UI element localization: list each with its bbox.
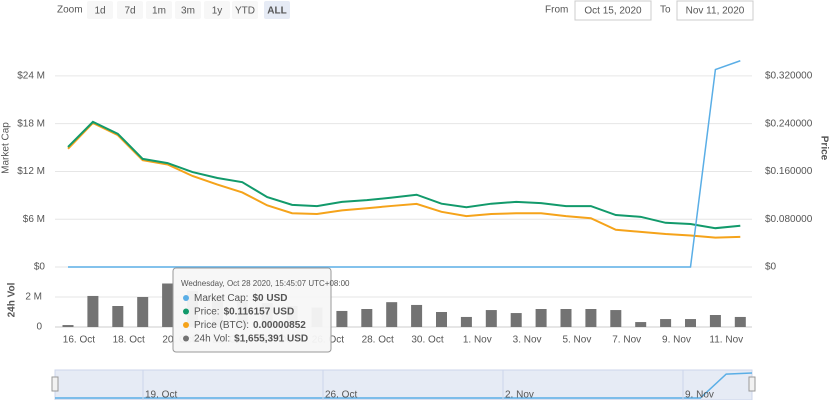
navigator-label: 19. Oct: [145, 390, 177, 400]
tooltip-row: Market Cap: $0 USD: [194, 293, 287, 304]
tooltip-row-label: Price (BTC):: [194, 320, 249, 331]
x-tick-label: 30. Oct: [411, 335, 443, 346]
tooltip-row-value: $0.116157 USD: [224, 306, 295, 317]
x-tick-label: 7. Nov: [612, 335, 641, 346]
tooltip-bullet: [183, 335, 189, 342]
zoom-label: Zoom: [57, 5, 83, 16]
y2-tick-label: $0.080000: [765, 214, 813, 225]
volume-axis-title: 24h Vol: [7, 282, 18, 317]
volume-bar: [62, 325, 74, 327]
zoom-button-label[interactable]: 1m: [152, 6, 166, 17]
volume-bar: [610, 310, 622, 327]
tooltip-box: [172, 267, 332, 353]
zoom-button-label[interactable]: 3m: [181, 6, 195, 17]
zoom-button[interactable]: [117, 1, 143, 19]
series-line: [68, 60, 741, 268]
x-tick-label: 11. Nov: [709, 335, 743, 346]
volume-bar: [709, 315, 721, 327]
navigator-label: 26. Oct: [325, 390, 357, 400]
y2-axis-title: Price: [818, 136, 829, 161]
volume-bar: [734, 316, 746, 327]
x-tick-label: 18. Oct: [113, 335, 145, 346]
volume-bar: [560, 309, 572, 327]
navigator[interactable]: [54, 369, 753, 400]
zoom-button[interactable]: [204, 1, 230, 19]
volume-bar: [660, 319, 672, 327]
tooltip-row-label: Market Cap:: [194, 293, 248, 304]
y-tick-label: $18 M: [17, 118, 45, 129]
tooltip-row: 24h Vol: $1,655,391 USD: [194, 333, 308, 344]
y-axis-title: Market Cap: [1, 122, 12, 174]
x-tick-label: 3. Nov: [513, 335, 542, 346]
zoom-button[interactable]: [232, 1, 258, 19]
tooltip-bullet: [183, 308, 189, 315]
tooltip-row: Price (BTC): 0.00000852: [194, 320, 306, 331]
to-input[interactable]: [676, 0, 754, 21]
navigator-line: [55, 372, 753, 399]
y-tick-label: $12 M: [17, 166, 45, 177]
volume-bar: [510, 313, 522, 327]
zoom-button[interactable]: [175, 1, 201, 19]
zoom-button-label[interactable]: 1y: [212, 6, 223, 17]
tooltip-row-value: $1,655,391 USD: [234, 333, 308, 344]
x-tick-label: 16. Oct: [63, 335, 95, 346]
zoom-button-label[interactable]: ALL: [267, 6, 286, 17]
navigator-label: 2. Nov: [505, 390, 534, 400]
volume-bar: [336, 310, 348, 327]
tooltip-row-value: $0 USD: [252, 293, 287, 304]
tooltip-row: Price: $0.116157 USD: [194, 306, 294, 317]
y2-tick-label: $0.160000: [765, 166, 813, 177]
volume-bar: [685, 319, 696, 327]
volume-bar: [386, 302, 398, 327]
volume-bar: [535, 309, 547, 327]
zoom-button-label[interactable]: 7d: [124, 6, 135, 17]
from-date[interactable]: Oct 15, 2020: [584, 6, 642, 17]
x-tick-label: 28. Oct: [362, 335, 394, 346]
tooltip: Wednesday, Oct 28 2020, 15:45:07 UTC+08:…: [172, 267, 350, 353]
volume-bar: [460, 316, 472, 327]
y-tick-label: $6 M: [23, 214, 45, 225]
zoom-button[interactable]: [146, 1, 172, 19]
zoom-button[interactable]: [264, 1, 290, 19]
series-line: [67, 120, 741, 230]
volume-tick-label: 2 M: [25, 292, 42, 303]
volume-bar: [112, 306, 124, 327]
volume-bar: [162, 283, 174, 327]
y2-tick-label: $0: [765, 262, 777, 273]
navigator-handle[interactable]: [748, 376, 756, 392]
navigator-label: 9. Nov: [685, 390, 714, 400]
y-tick-label: $24 M: [17, 71, 45, 82]
navigator-handle[interactable]: [51, 376, 59, 392]
volume-bar: [585, 309, 597, 327]
volume-bar: [137, 297, 149, 327]
x-tick-label: 1. Nov: [463, 335, 492, 346]
to-label: To: [660, 5, 671, 16]
tooltip-bullet: [183, 322, 189, 328]
to-date[interactable]: Nov 11, 2020: [686, 6, 745, 17]
y-tick-label: $0: [34, 262, 46, 273]
series-line: [67, 121, 741, 239]
y2-tick-label: $0.240000: [765, 118, 813, 129]
from-label: From: [545, 5, 568, 16]
tooltip-date: Wednesday, Oct 28 2020, 15:45:07 UTC+08:…: [181, 279, 350, 288]
volume-bar: [361, 309, 373, 327]
from-input[interactable]: [574, 0, 652, 21]
zoom-button[interactable]: [87, 1, 113, 19]
volume-tick-label: 0: [36, 322, 42, 333]
volume-bar: [87, 295, 99, 327]
x-tick-label: 5. Nov: [562, 335, 591, 346]
volume-bar: [485, 310, 497, 327]
tooltip-row-value: 0.00000852: [253, 320, 306, 331]
volume-bar: [411, 304, 423, 327]
tooltip-row-label: 24h Vol:: [194, 333, 230, 344]
tooltip-bullet: [183, 295, 189, 301]
x-tick-label: 9. Nov: [662, 335, 691, 346]
tooltip-row-label: Price:: [194, 306, 220, 317]
y2-tick-label: $0.320000: [765, 71, 813, 82]
zoom-button-label[interactable]: YTD: [235, 6, 255, 17]
zoom-button-label[interactable]: 1d: [94, 6, 105, 17]
volume-bar: [436, 312, 447, 327]
volume-bar: [635, 322, 647, 327]
